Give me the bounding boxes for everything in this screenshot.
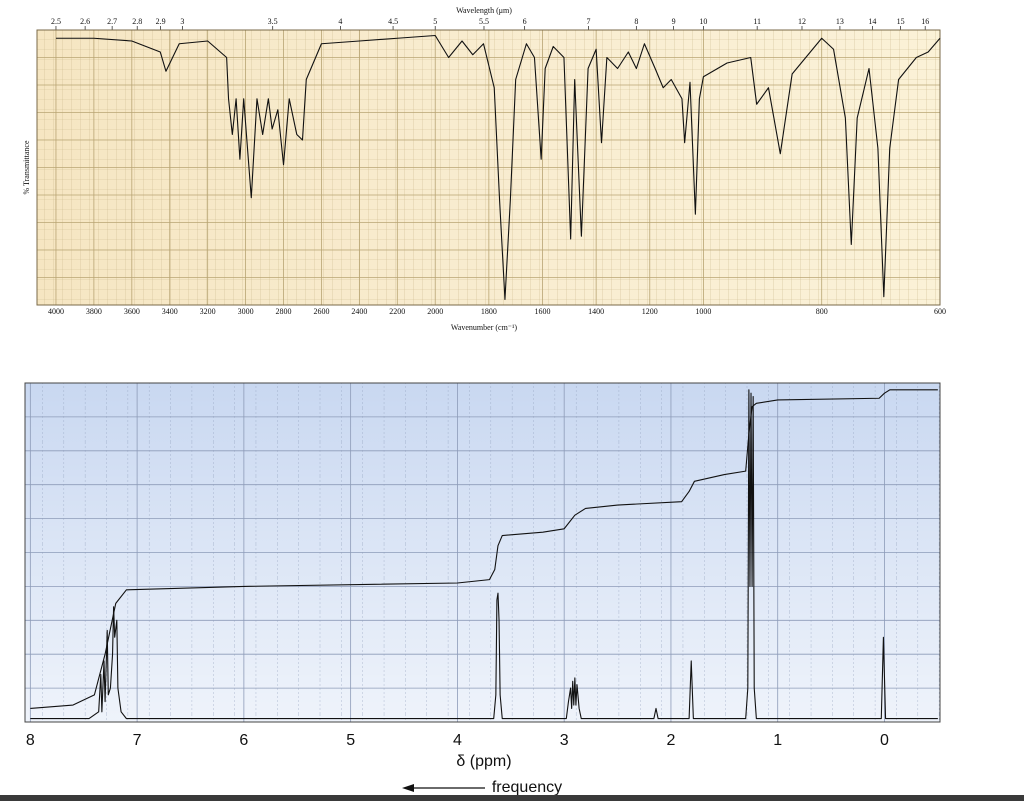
x-tick-label: 3800 bbox=[86, 307, 102, 316]
x-tick-label: 8 bbox=[26, 732, 35, 749]
x2-tick-label: 15 bbox=[897, 17, 905, 26]
x-tick-label: 3 bbox=[560, 732, 569, 749]
x-tick-label: 600 bbox=[934, 307, 946, 316]
x-tick-label: 1800 bbox=[481, 307, 497, 316]
x2-tick-label: 6 bbox=[523, 17, 527, 26]
x-tick-label: 1400 bbox=[588, 307, 604, 316]
x2-axis-label: Wavelength (μm) bbox=[456, 6, 512, 15]
plot-frame bbox=[36, 29, 941, 306]
x2-tick-label: 5 bbox=[433, 17, 437, 26]
x-axis-label: δ (ppm) bbox=[456, 753, 511, 770]
x-tick-label: 3000 bbox=[238, 307, 254, 316]
spectrum-line bbox=[55, 34, 941, 301]
x2-tick-label: 2.5 bbox=[51, 17, 61, 26]
spectrum-line bbox=[30, 389, 938, 720]
window-edge bbox=[0, 795, 1024, 801]
x-tick-label: 2800 bbox=[276, 307, 292, 316]
x-tick-label: 800 bbox=[816, 307, 828, 316]
x-tick-label: 0 bbox=[880, 732, 889, 749]
x-tick-label: 1 bbox=[773, 732, 782, 749]
x2-tick-label: 3 bbox=[180, 17, 184, 26]
x-tick-label: 6 bbox=[239, 732, 248, 749]
x2-tick-label: 16 bbox=[921, 17, 929, 26]
x2-tick-label: 13 bbox=[836, 17, 844, 26]
x-tick-label: 3200 bbox=[200, 307, 216, 316]
x-axis-label: Wavenumber (cm⁻¹) bbox=[451, 323, 518, 332]
x-tick-label: 2400 bbox=[351, 307, 367, 316]
x2-tick-label: 14 bbox=[868, 17, 876, 26]
x-tick-label: 5 bbox=[346, 732, 355, 749]
x2-tick-label: 2.7 bbox=[107, 17, 117, 26]
plot-frame bbox=[24, 382, 941, 723]
x-tick-label: 3400 bbox=[162, 307, 178, 316]
x-tick-label: 4000 bbox=[48, 307, 64, 316]
x2-tick-label: 11 bbox=[753, 17, 761, 26]
x-tick-label: 2200 bbox=[389, 307, 405, 316]
x2-tick-label: 12 bbox=[798, 17, 806, 26]
x2-tick-label: 9 bbox=[672, 17, 676, 26]
x-tick-label: 1000 bbox=[695, 307, 711, 316]
x-tick-label: 4 bbox=[453, 732, 462, 749]
x2-tick-label: 8 bbox=[634, 17, 638, 26]
x2-tick-label: 2.9 bbox=[156, 17, 166, 26]
x-tick-label: 3600 bbox=[124, 307, 140, 316]
x2-tick-label: 4 bbox=[338, 17, 342, 26]
frequency-arrow-head bbox=[402, 784, 414, 792]
y-axis-label: % Transmittance bbox=[22, 140, 31, 194]
x-tick-label: 2000 bbox=[427, 307, 443, 316]
x-tick-label: 1600 bbox=[534, 307, 550, 316]
x-tick-label: 2600 bbox=[313, 307, 329, 316]
x2-tick-label: 4.5 bbox=[388, 17, 398, 26]
x-tick-label: 2 bbox=[666, 732, 675, 749]
x-tick-label: 7 bbox=[133, 732, 142, 749]
spectrum-line bbox=[30, 389, 938, 709]
x-tick-label: 1200 bbox=[642, 307, 658, 316]
x2-tick-label: 2.6 bbox=[80, 17, 90, 26]
x2-tick-label: 5.5 bbox=[479, 17, 489, 26]
x2-tick-label: 7 bbox=[586, 17, 590, 26]
x2-tick-label: 2.8 bbox=[132, 17, 142, 26]
charts: 4000 3800 3600 3400 3200 3000 2800 2600 2400 2200… bbox=[22, 6, 946, 796]
x2-tick-label: 10 bbox=[699, 17, 707, 26]
annotation: frequency bbox=[492, 779, 562, 796]
x2-tick-label: 3.5 bbox=[268, 17, 278, 26]
